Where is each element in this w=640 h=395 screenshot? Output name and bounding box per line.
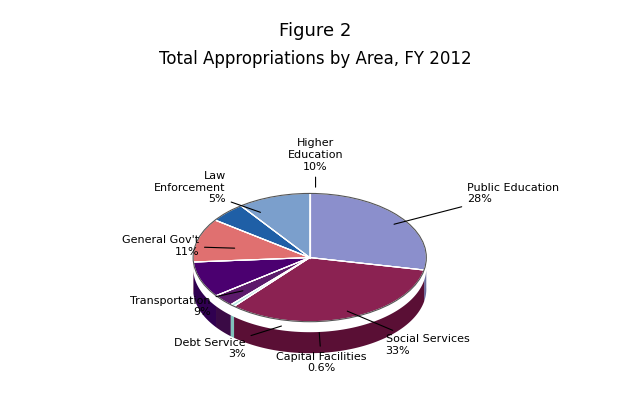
Text: Figure 2: Figure 2 (280, 22, 352, 40)
Polygon shape (231, 315, 234, 338)
Text: Total Appropriations by Area, FY 2012: Total Appropriations by Area, FY 2012 (159, 50, 472, 68)
Text: General Gov't
11%: General Gov't 11% (122, 235, 235, 257)
Polygon shape (216, 306, 231, 336)
Polygon shape (231, 258, 310, 307)
Text: Social Services
33%: Social Services 33% (348, 311, 469, 356)
Polygon shape (193, 220, 310, 262)
Text: Law
Enforcement
5%: Law Enforcement 5% (154, 171, 260, 213)
Polygon shape (310, 194, 426, 270)
Polygon shape (234, 280, 424, 353)
Text: Public Education
28%: Public Education 28% (394, 182, 559, 224)
Polygon shape (216, 258, 310, 305)
Polygon shape (215, 206, 310, 258)
Polygon shape (193, 273, 216, 327)
Polygon shape (241, 194, 310, 258)
Polygon shape (193, 258, 310, 296)
Text: Capital Facilities
0.6%: Capital Facilities 0.6% (276, 333, 367, 373)
Text: Higher
Education
10%: Higher Education 10% (288, 138, 344, 187)
Polygon shape (234, 258, 424, 322)
Text: Debt Service
3%: Debt Service 3% (174, 326, 282, 359)
Text: Transportation
9%: Transportation 9% (130, 291, 243, 317)
Polygon shape (424, 266, 426, 301)
